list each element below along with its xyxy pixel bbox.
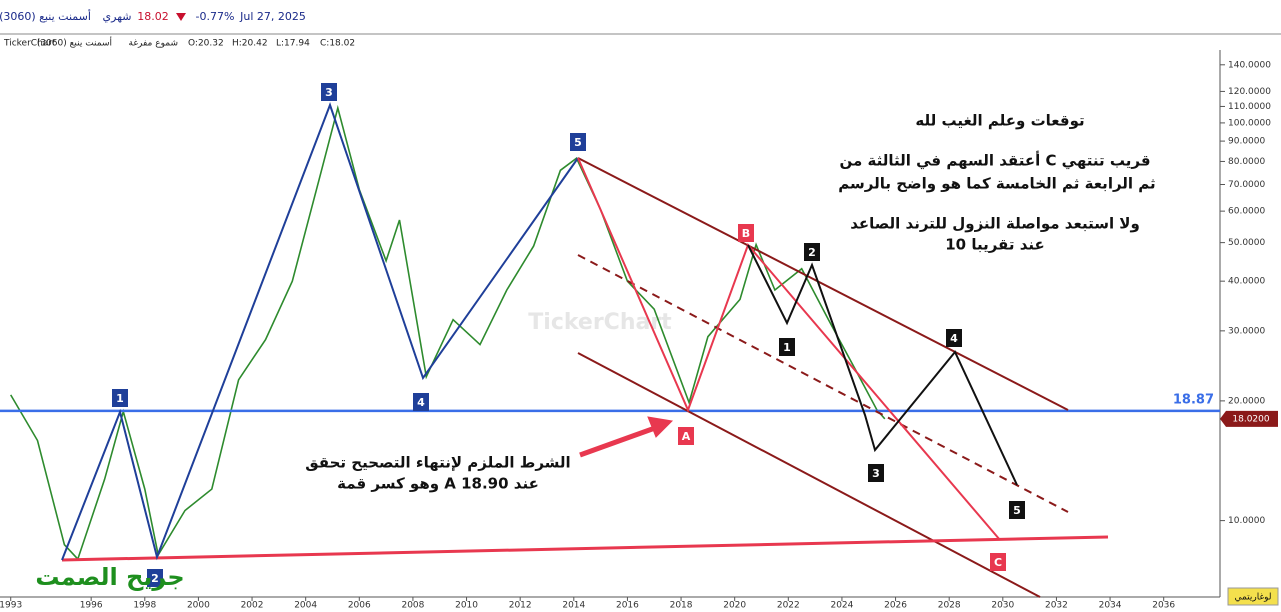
channel-upper [577, 157, 1069, 411]
x-tick-label: 2026 [884, 601, 907, 611]
wave-box [868, 464, 884, 482]
wave-label: A [682, 430, 691, 443]
level-label: 18.87 [1173, 392, 1214, 407]
wave-box [946, 329, 962, 347]
wave-label: 1 [783, 341, 791, 354]
wave-box [321, 83, 337, 101]
x-tick-label: 2006 [348, 601, 371, 611]
y-tick-label: 30.0000 [1228, 326, 1265, 336]
wave-black [747, 244, 1018, 486]
x-tick-label: 2030 [991, 601, 1014, 611]
x-tick-label: 2034 [1099, 601, 1122, 611]
annotation: أعتقد السهم في الثالثة من C قريب تنتهي [839, 151, 1150, 170]
wave-blue [61, 102, 579, 561]
price: 18.02 [137, 10, 169, 23]
annotation: الشرط الملزم لإنتهاء التصحيح تحقق [305, 454, 570, 472]
x-tick-label: 2002 [241, 601, 264, 611]
info-close: C:18.02 [320, 39, 355, 49]
x-tick-label: 2020 [723, 601, 746, 611]
wave-label: 5 [574, 136, 582, 149]
watermark: TickerChart [528, 310, 672, 335]
y-tick-label: 70.0000 [1228, 180, 1265, 190]
down-arrow [176, 13, 186, 21]
wave-box [147, 569, 163, 587]
y-tick-label: 50.0000 [1228, 238, 1265, 248]
info-low: L:17.94 [276, 39, 310, 49]
info-open: O:20.32 [188, 39, 224, 49]
wave-label: B [742, 227, 750, 240]
x-tick-label: 2004 [294, 601, 317, 611]
wave-label: 4 [417, 396, 425, 409]
y-tick-label: 140.0000 [1228, 60, 1271, 70]
y-tick-label: 40.0000 [1228, 277, 1265, 287]
wave-label: 1 [116, 392, 124, 405]
x-tick-label: 2008 [401, 601, 424, 611]
y-tick-label: 120.0000 [1228, 87, 1271, 97]
arrow-shaft [579, 425, 656, 458]
x-tick-label: 2022 [777, 601, 800, 611]
x-tick-label: 1996 [80, 601, 103, 611]
wave-red [577, 157, 1001, 541]
wave-label: 2 [151, 572, 159, 585]
wave-label: 3 [325, 86, 333, 99]
x-tick-label: 2028 [938, 601, 961, 611]
wave-box [112, 389, 128, 407]
x-tick-label: 2000 [187, 601, 210, 611]
wave-box [570, 133, 586, 151]
wave-box [804, 243, 820, 261]
x-tick-label: 2018 [670, 601, 693, 611]
y-tick-label: 110.0000 [1228, 102, 1271, 112]
date: Jul 27, 2025 [239, 10, 306, 23]
scale-button-label[interactable]: لوغاريتمي [1234, 593, 1271, 603]
y-tick-label: 20.0000 [1228, 396, 1265, 406]
wave-box [738, 224, 754, 242]
wave-label: 2 [808, 246, 816, 259]
support-line [61, 535, 1109, 562]
x-tick-label: 2016 [616, 601, 639, 611]
x-tick-label: 2024 [830, 601, 853, 611]
symbol: (3060) أسمنت ينبع [0, 9, 91, 23]
wave-box [678, 427, 694, 445]
drawings [61, 102, 1109, 598]
wave-box [413, 393, 429, 411]
annotation: وهو كسر قمة A عند 18.90 [337, 475, 539, 493]
y-tick-label: 100.0000 [1228, 118, 1271, 128]
y-tick-label: 10.0000 [1228, 516, 1265, 526]
info-source: TickerChart [3, 39, 56, 49]
period: شهري [103, 10, 132, 23]
wave-box [1009, 501, 1025, 519]
y-tick-label: 90.0000 [1228, 137, 1265, 147]
y-tick-label: 80.0000 [1228, 157, 1265, 167]
wave-label: C [994, 556, 1002, 569]
x-tick-label: 1993 [0, 601, 22, 611]
change: -0.77% [196, 10, 235, 23]
x-tick-label: 2010 [455, 601, 478, 611]
x-tick-label: 2014 [562, 601, 585, 611]
info-high: H:20.42 [232, 39, 268, 49]
info-symbol: (3060) أسمنت ينبع [37, 37, 112, 49]
x-tick-label: 1998 [133, 601, 156, 611]
x-tick-label: 2036 [1152, 601, 1175, 611]
scale-button[interactable] [1227, 587, 1279, 606]
wave-label: 4 [950, 332, 958, 345]
annotation: عند تقريبا 10 [945, 236, 1045, 254]
wave-box [779, 338, 795, 356]
x-tick-label: 2012 [509, 601, 532, 611]
channel-lower [577, 352, 1041, 598]
info-style: شموع مفرغة [129, 39, 179, 49]
annotation: ولا استبعد مواصلة النزول للترند الصاعد [850, 215, 1140, 233]
signature: جريح الصمت [35, 563, 184, 591]
wave-label: 5 [1013, 504, 1021, 517]
wave-label: 3 [872, 467, 880, 480]
x-tick-label: 2032 [1045, 601, 1068, 611]
annotation: توقعات وعلم الغيب لله [915, 112, 1084, 130]
annotation: ثم الرابعة ثم الخامسة كما هو واضح بالرسم [838, 175, 1155, 193]
arrow-head [647, 416, 674, 438]
y-tick-label: 60.0000 [1228, 207, 1265, 217]
price-tag-label: 18.0200 [1232, 414, 1269, 424]
wave-box [990, 553, 1006, 571]
price-tag [1220, 410, 1278, 427]
